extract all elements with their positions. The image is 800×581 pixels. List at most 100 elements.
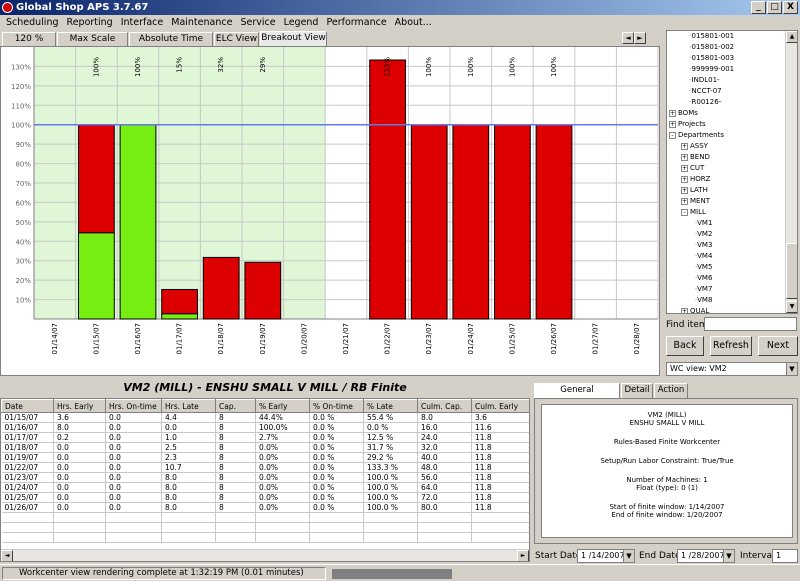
tree-item[interactable]: -NCCT-07 [689,87,722,95]
column-header[interactable]: Hrs. On-time [105,399,162,413]
tree-item[interactable]: -VM6 [695,274,712,282]
table-row[interactable]: 01/17/07 0.2 0.0 1.0 8 2.7% 0.0 % 12.5 % 24.0 11.… [1,432,529,443]
table-row[interactable]: 01/15/07 3.6 0.0 4.4 8 44.4% 0.0 % 55.4 % 8.0 3.6 [1,412,529,423]
tab-general-information[interactable]: General Information [534,383,620,408]
collapse-icon[interactable]: - [669,131,676,139]
menu-service[interactable]: Service [240,17,276,28]
column-header[interactable]: % On-time [309,399,364,413]
table-row[interactable]: 01/25/07 0.0 0.0 8.0 8 0.0% 0.0 % 100.0 % 72.0 11… [1,492,529,503]
scroll-down-icon[interactable]: ▼ [786,301,797,313]
tree-item[interactable]: -VM7 [695,285,712,293]
column-header[interactable]: Culm. Cap. [417,399,472,413]
tree-scrollbar[interactable]: ▲ ▼ [785,31,797,313]
tree-item[interactable]: + Projects [669,120,706,128]
interval-input[interactable]: 1 [772,549,798,563]
table-cell: 100.0% [255,422,310,433]
menu-interface[interactable]: Interface [120,17,164,28]
chevron-down-icon[interactable]: ▼ [623,550,634,562]
find-item-input[interactable] [704,317,797,331]
tree-item[interactable]: -VM2 [695,230,712,238]
close-button[interactable]: X [783,1,798,14]
scroll-left-icon[interactable]: ◄ [1,550,13,561]
minimize-button[interactable]: _ [751,1,766,14]
grid-horizontal-scrollbar[interactable]: ◄ ► [1,549,529,561]
expand-icon[interactable]: + [681,142,688,150]
column-header[interactable]: % Early [255,399,310,413]
tree-item[interactable]: -R00126- [689,98,721,106]
wc-view-select[interactable]: WC view: VM2 ▼ [666,362,798,376]
expand-icon[interactable]: + [681,307,688,314]
menu-performance[interactable]: Performance [326,17,387,28]
resource-tree[interactable]: -015801-001 -015801-002 -015801-003 -999999… [666,30,798,314]
tree-item[interactable]: -VM5 [695,263,712,271]
expand-icon[interactable]: + [681,164,688,172]
expand-icon[interactable]: + [681,153,688,161]
table-row[interactable]: 01/18/07 0.0 0.0 2.5 8 0.0% 0.0 % 31.7 % 32.0 11.… [1,442,529,453]
end-date-picker[interactable]: 1 /28/2007 ▼ [677,549,735,563]
tree-item[interactable]: -VM3 [695,241,712,249]
column-header[interactable]: Culm. Early [471,399,529,413]
tree-item[interactable]: -VM4 [695,252,712,260]
tree-item[interactable]: - Departments [669,131,724,139]
menu-maintenance[interactable]: Maintenance [171,17,233,28]
table-cell: 100.0 % [363,492,418,503]
column-header[interactable]: Hrs. Early [53,399,106,413]
chevron-down-icon[interactable]: ▼ [723,550,734,562]
tree-item[interactable]: -015801-003 [689,54,734,62]
info-workcenter: VM2 (MILL) [647,411,687,419]
menu-about[interactable]: About... [394,17,432,28]
maximize-button[interactable]: □ [767,1,782,14]
tree-item[interactable]: + HORZ [681,175,710,183]
tree-item[interactable]: + QUAL [681,307,709,314]
refresh-button[interactable]: Refresh [710,336,752,356]
tab-detail[interactable]: Detail [621,383,653,398]
tree-item[interactable]: + ASSY [681,142,708,150]
table-row[interactable]: 01/16/07 8.0 0.0 0.0 8 100.0% 0.0 % 0.0 % 16.0 11… [1,422,529,433]
menu-scheduling[interactable]: Scheduling [6,17,59,28]
tab-absolute-time-view[interactable]: Absolute Time View [129,32,213,56]
menu-legend[interactable]: Legend [283,17,319,28]
column-header[interactable]: Date [1,399,54,413]
tab-max-scale-view[interactable]: Max Scale View [57,32,128,56]
scroll-right-icon[interactable]: ► [517,550,529,561]
column-header[interactable]: Cap. [215,399,256,413]
tree-item[interactable]: + BEND [681,153,710,161]
menu-reporting[interactable]: Reporting [66,17,113,28]
tree-item[interactable]: -INDL01- [689,76,720,84]
table-row[interactable]: 01/19/07 0.0 0.0 2.3 8 0.0% 0.0 % 29.2 % 40.0 11.… [1,452,529,463]
expand-icon[interactable]: + [681,186,688,194]
tree-item[interactable]: - MILL [681,208,706,216]
tab-elc-view[interactable]: ELC View [214,32,259,46]
table-row[interactable]: 01/24/07 0.0 0.0 8.0 8 0.0% 0.0 % 100.0 % 64.0 11… [1,482,529,493]
tab-action[interactable]: Action [654,383,688,398]
tab-scroll-left-icon[interactable]: ◄ [622,32,634,44]
table-row[interactable]: 01/23/07 0.0 0.0 8.0 8 0.0% 0.0 % 100.0 % 56.0 11… [1,472,529,483]
tab-breakout-view[interactable]: Breakout View [260,31,327,46]
table-row[interactable]: 01/22/07 0.0 0.0 10.7 8 0.0% 0.0 % 133.3 % 48.0 1… [1,462,529,473]
tree-item[interactable]: -015801-001 [689,32,734,40]
tree-item[interactable]: + CUT [681,164,704,172]
tab-120-percent-view[interactable]: 120 % View [2,32,56,56]
tree-item[interactable]: -VM1 [695,219,712,227]
back-button[interactable]: Back [666,336,704,356]
expand-icon[interactable]: + [681,197,688,205]
tree-item[interactable]: -999999-001 [689,65,734,73]
start-date-picker[interactable]: 1 /14/2007 ▼ [577,549,635,563]
collapse-icon[interactable]: - [681,208,688,216]
column-header[interactable]: % Late [363,399,418,413]
tree-item[interactable]: -VM8 [695,296,712,304]
tree-item[interactable]: + LATH [681,186,708,194]
tree-item[interactable]: + BOMs [669,109,698,117]
expand-icon[interactable]: + [669,109,676,117]
next-button[interactable]: Next [758,336,798,356]
scroll-up-icon[interactable]: ▲ [786,31,797,43]
table-row[interactable]: 01/26/07 0.0 0.0 8.0 8 0.0% 0.0 % 100.0 % 80.0 11… [1,502,529,513]
tree-scroll-thumb[interactable] [786,243,797,299]
expand-icon[interactable]: + [681,175,688,183]
tree-item[interactable]: -015801-002 [689,43,734,51]
chevron-down-icon[interactable]: ▼ [786,363,797,375]
expand-icon[interactable]: + [669,120,676,128]
tab-scroll-right-icon[interactable]: ► [634,32,646,44]
column-header[interactable]: Hrs. Late [161,399,216,413]
tree-item[interactable]: + MENT [681,197,710,205]
